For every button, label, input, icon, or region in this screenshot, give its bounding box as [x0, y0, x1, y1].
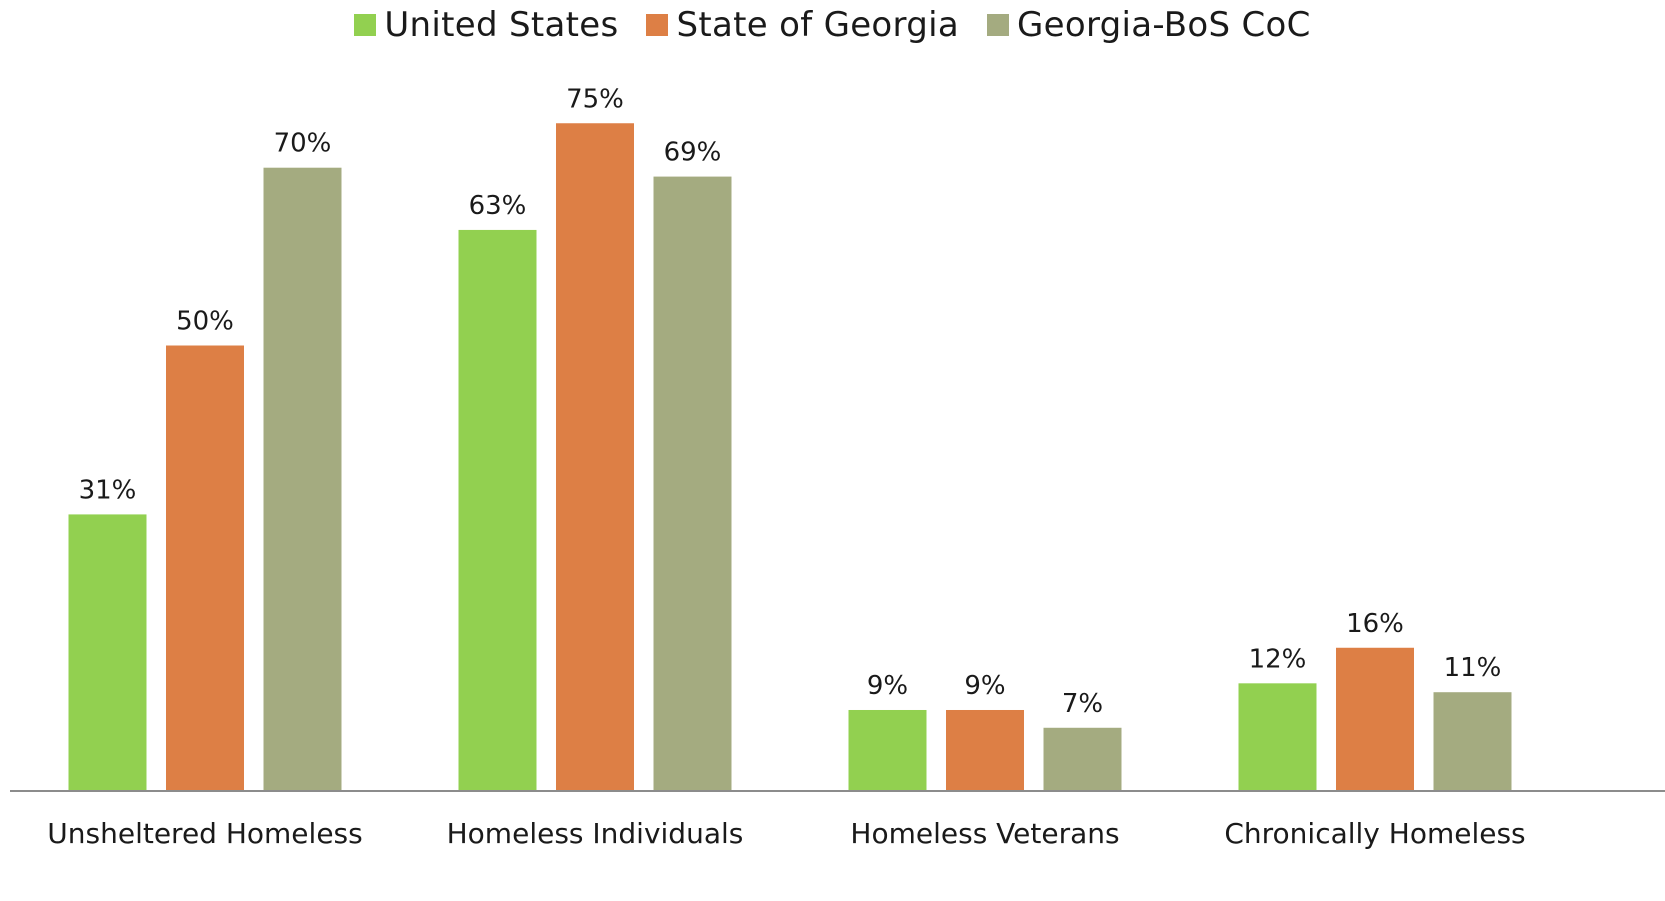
- data-label-state-of-georgia-homeless-veterans: 9%: [964, 671, 1005, 701]
- category-label-homeless-veterans: Homeless Veterans: [850, 817, 1119, 850]
- data-label-united-states-chronically-homeless: 12%: [1249, 644, 1307, 674]
- legend-item-georgia-bos-coc: Georgia-BoS CoC: [986, 5, 1311, 45]
- data-label-georgia-bos-coc-homeless-individuals: 69%: [664, 138, 722, 168]
- data-label-state-of-georgia-unsheltered-homeless: 50%: [176, 307, 234, 337]
- category-label-chronically-homeless: Chronically Homeless: [1224, 817, 1525, 850]
- bar-state-of-georgia-homeless-veterans: [946, 709, 1024, 790]
- bar-state-of-georgia-unsheltered-homeless: [166, 345, 244, 790]
- data-label-georgia-bos-coc-unsheltered-homeless: 70%: [274, 129, 332, 159]
- data-label-united-states-unsheltered-homeless: 31%: [79, 475, 137, 505]
- data-label-georgia-bos-coc-homeless-veterans: 7%: [1062, 689, 1103, 719]
- data-label-state-of-georgia-homeless-individuals: 75%: [566, 84, 624, 114]
- legend-swatch-state-of-georgia: [646, 14, 669, 36]
- legend-swatch-georgia-bos-coc: [986, 14, 1009, 36]
- legend-label-united-states: United States: [384, 5, 619, 45]
- bar-state-of-georgia-chronically-homeless: [1336, 647, 1414, 790]
- legend-item-state-of-georgia: State of Georgia: [646, 5, 959, 45]
- bar-united-states-homeless-veterans: [848, 709, 927, 790]
- data-label-state-of-georgia-chronically-homeless: 16%: [1346, 609, 1404, 639]
- legend-label-georgia-bos-coc: Georgia-BoS CoC: [1016, 5, 1311, 45]
- category-label-unsheltered-homeless: Unsheltered Homeless: [47, 817, 362, 850]
- bar-state-of-georgia-homeless-individuals: [556, 123, 634, 790]
- data-label-united-states-homeless-veterans: 9%: [867, 671, 908, 701]
- data-label-georgia-bos-coc-chronically-homeless: 11%: [1444, 653, 1502, 683]
- category-label-homeless-individuals: Homeless Individuals: [447, 817, 744, 850]
- legend-label-state-of-georgia: State of Georgia: [676, 5, 959, 45]
- legend-item-united-states: United States: [354, 5, 618, 45]
- bar-georgia-bos-coc-unsheltered-homeless: [263, 167, 342, 790]
- bar-united-states-chronically-homeless: [1238, 683, 1317, 790]
- chart-legend: United States State of Georgia Georgia-B…: [0, 0, 1665, 50]
- bar-united-states-homeless-individuals: [458, 229, 537, 790]
- bar-georgia-bos-coc-homeless-individuals: [653, 176, 732, 791]
- bar-united-states-unsheltered-homeless: [68, 514, 147, 790]
- bar-georgia-bos-coc-chronically-homeless: [1433, 692, 1512, 790]
- data-label-united-states-homeless-individuals: 63%: [469, 191, 527, 221]
- legend-swatch-united-states: [354, 14, 377, 36]
- bar-georgia-bos-coc-homeless-veterans: [1043, 727, 1122, 790]
